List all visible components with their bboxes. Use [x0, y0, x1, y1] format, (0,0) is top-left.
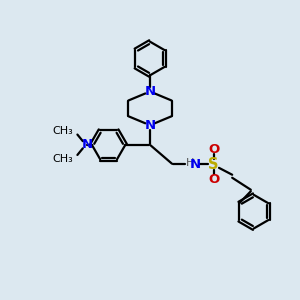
Text: CH₃: CH₃ [53, 126, 74, 136]
Text: N: N [190, 158, 201, 171]
Text: CH₃: CH₃ [53, 154, 74, 164]
Text: S: S [208, 157, 219, 172]
Text: O: O [208, 173, 220, 186]
Text: N: N [81, 138, 93, 151]
Text: N: N [144, 85, 156, 98]
Text: N: N [144, 119, 156, 132]
Text: H: H [185, 158, 194, 168]
Text: O: O [208, 143, 220, 156]
